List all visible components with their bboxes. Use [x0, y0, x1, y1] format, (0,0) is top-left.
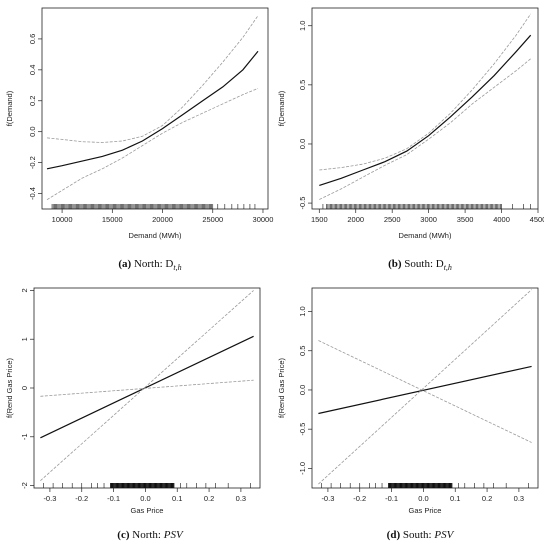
x-axis-label-b: Demand (MWh) — [399, 231, 452, 240]
x-tick-label-c: -0.2 — [75, 494, 88, 503]
plot-frame-a — [42, 8, 268, 209]
upper-band-line-d — [318, 290, 531, 485]
caption-a: (a) North: Dt,h — [60, 258, 240, 272]
y-axis-label-c: f(Rend Gas Price) — [5, 357, 14, 418]
estimate-line-d — [318, 366, 531, 413]
x-tick-label-a: 25000 — [202, 215, 223, 224]
y-tick-label-d: 0.5 — [298, 346, 307, 356]
plot-frame-b — [312, 8, 538, 209]
x-tick-label-d: -0.1 — [385, 494, 398, 503]
upper-band-line-b — [319, 14, 530, 170]
x-tick-label-a: 20000 — [152, 215, 173, 224]
y-tick-label-b: 1.0 — [298, 21, 307, 31]
y-tick-label-b: 0.5 — [298, 80, 307, 90]
y-tick-label-c: -2 — [20, 482, 29, 489]
y-tick-label-a: 0.2 — [28, 96, 37, 106]
y-tick-label-a: 0.4 — [28, 65, 37, 75]
y-tick-label-b: -0.5 — [298, 197, 307, 210]
plot-frame-c — [34, 288, 260, 488]
y-tick-label-d: 0.0 — [298, 385, 307, 395]
x-tick-label-b: 2500 — [384, 215, 401, 224]
x-tick-label-b: 2000 — [347, 215, 364, 224]
x-tick-label-a: 10000 — [52, 215, 73, 224]
x-tick-label-b: 1500 — [311, 215, 328, 224]
y-tick-label-b: 0.0 — [298, 139, 307, 149]
y-tick-label-a: 0.0 — [28, 126, 37, 136]
x-tick-label-c: -0.3 — [43, 494, 56, 503]
lower-band-line-d — [318, 341, 531, 443]
y-axis-label-b: f(Demand) — [277, 90, 286, 126]
y-tick-label-d: 1.0 — [298, 306, 307, 316]
y-tick-label-c: 2 — [20, 288, 29, 292]
x-axis-label-d: Gas Price — [409, 506, 442, 515]
y-axis-label-d: f(Rend Gas Price) — [277, 357, 286, 418]
upper-band-line-c — [40, 290, 253, 480]
x-tick-label-c: 0.0 — [140, 494, 150, 503]
caption-d: (d) South: PSV — [330, 529, 510, 541]
x-tick-label-a: 30000 — [253, 215, 274, 224]
y-tick-label-a: 0.6 — [28, 34, 37, 44]
upper-band-line-a — [47, 16, 258, 143]
x-tick-label-d: 0.2 — [482, 494, 492, 503]
x-tick-label-c: 0.2 — [204, 494, 214, 503]
x-axis-label-c: Gas Price — [131, 506, 164, 515]
y-tick-label-a: -0.4 — [28, 187, 37, 200]
x-tick-label-b: 4000 — [493, 215, 510, 224]
x-tick-label-d: 0.0 — [418, 494, 428, 503]
x-axis-label-a: Demand (MWh) — [129, 231, 182, 240]
x-tick-label-b: 3500 — [457, 215, 474, 224]
estimate-line-c — [40, 336, 253, 438]
x-tick-label-d: 0.1 — [450, 494, 460, 503]
x-tick-label-b: 3000 — [420, 215, 437, 224]
lower-band-line-a — [47, 88, 258, 199]
caption-b: (b) South: Dt,h — [330, 258, 510, 272]
plot-frame-d — [312, 288, 538, 488]
y-tick-label-c: 1 — [20, 337, 29, 341]
caption-c: (c) North: PSV — [60, 529, 240, 541]
x-tick-label-c: 0.1 — [172, 494, 182, 503]
x-tick-label-c: 0.3 — [236, 494, 246, 503]
lower-band-line-c — [40, 380, 253, 396]
y-axis-label-a: f(Demand) — [5, 90, 14, 126]
estimate-line-a — [47, 51, 258, 169]
lower-band-line-b — [319, 59, 530, 200]
y-tick-label-d: -0.5 — [298, 423, 307, 436]
y-tick-label-d: -1.0 — [298, 462, 307, 475]
x-tick-label-a: 15000 — [102, 215, 123, 224]
y-tick-label-c: 0 — [20, 386, 29, 390]
x-tick-label-d: -0.3 — [321, 494, 334, 503]
x-tick-label-d: -0.2 — [353, 494, 366, 503]
y-tick-label-c: -1 — [20, 433, 29, 440]
x-tick-label-b: 4500 — [530, 215, 544, 224]
y-tick-label-a: -0.2 — [28, 156, 37, 169]
x-tick-label-d: 0.3 — [514, 494, 524, 503]
x-tick-label-c: -0.1 — [107, 494, 120, 503]
